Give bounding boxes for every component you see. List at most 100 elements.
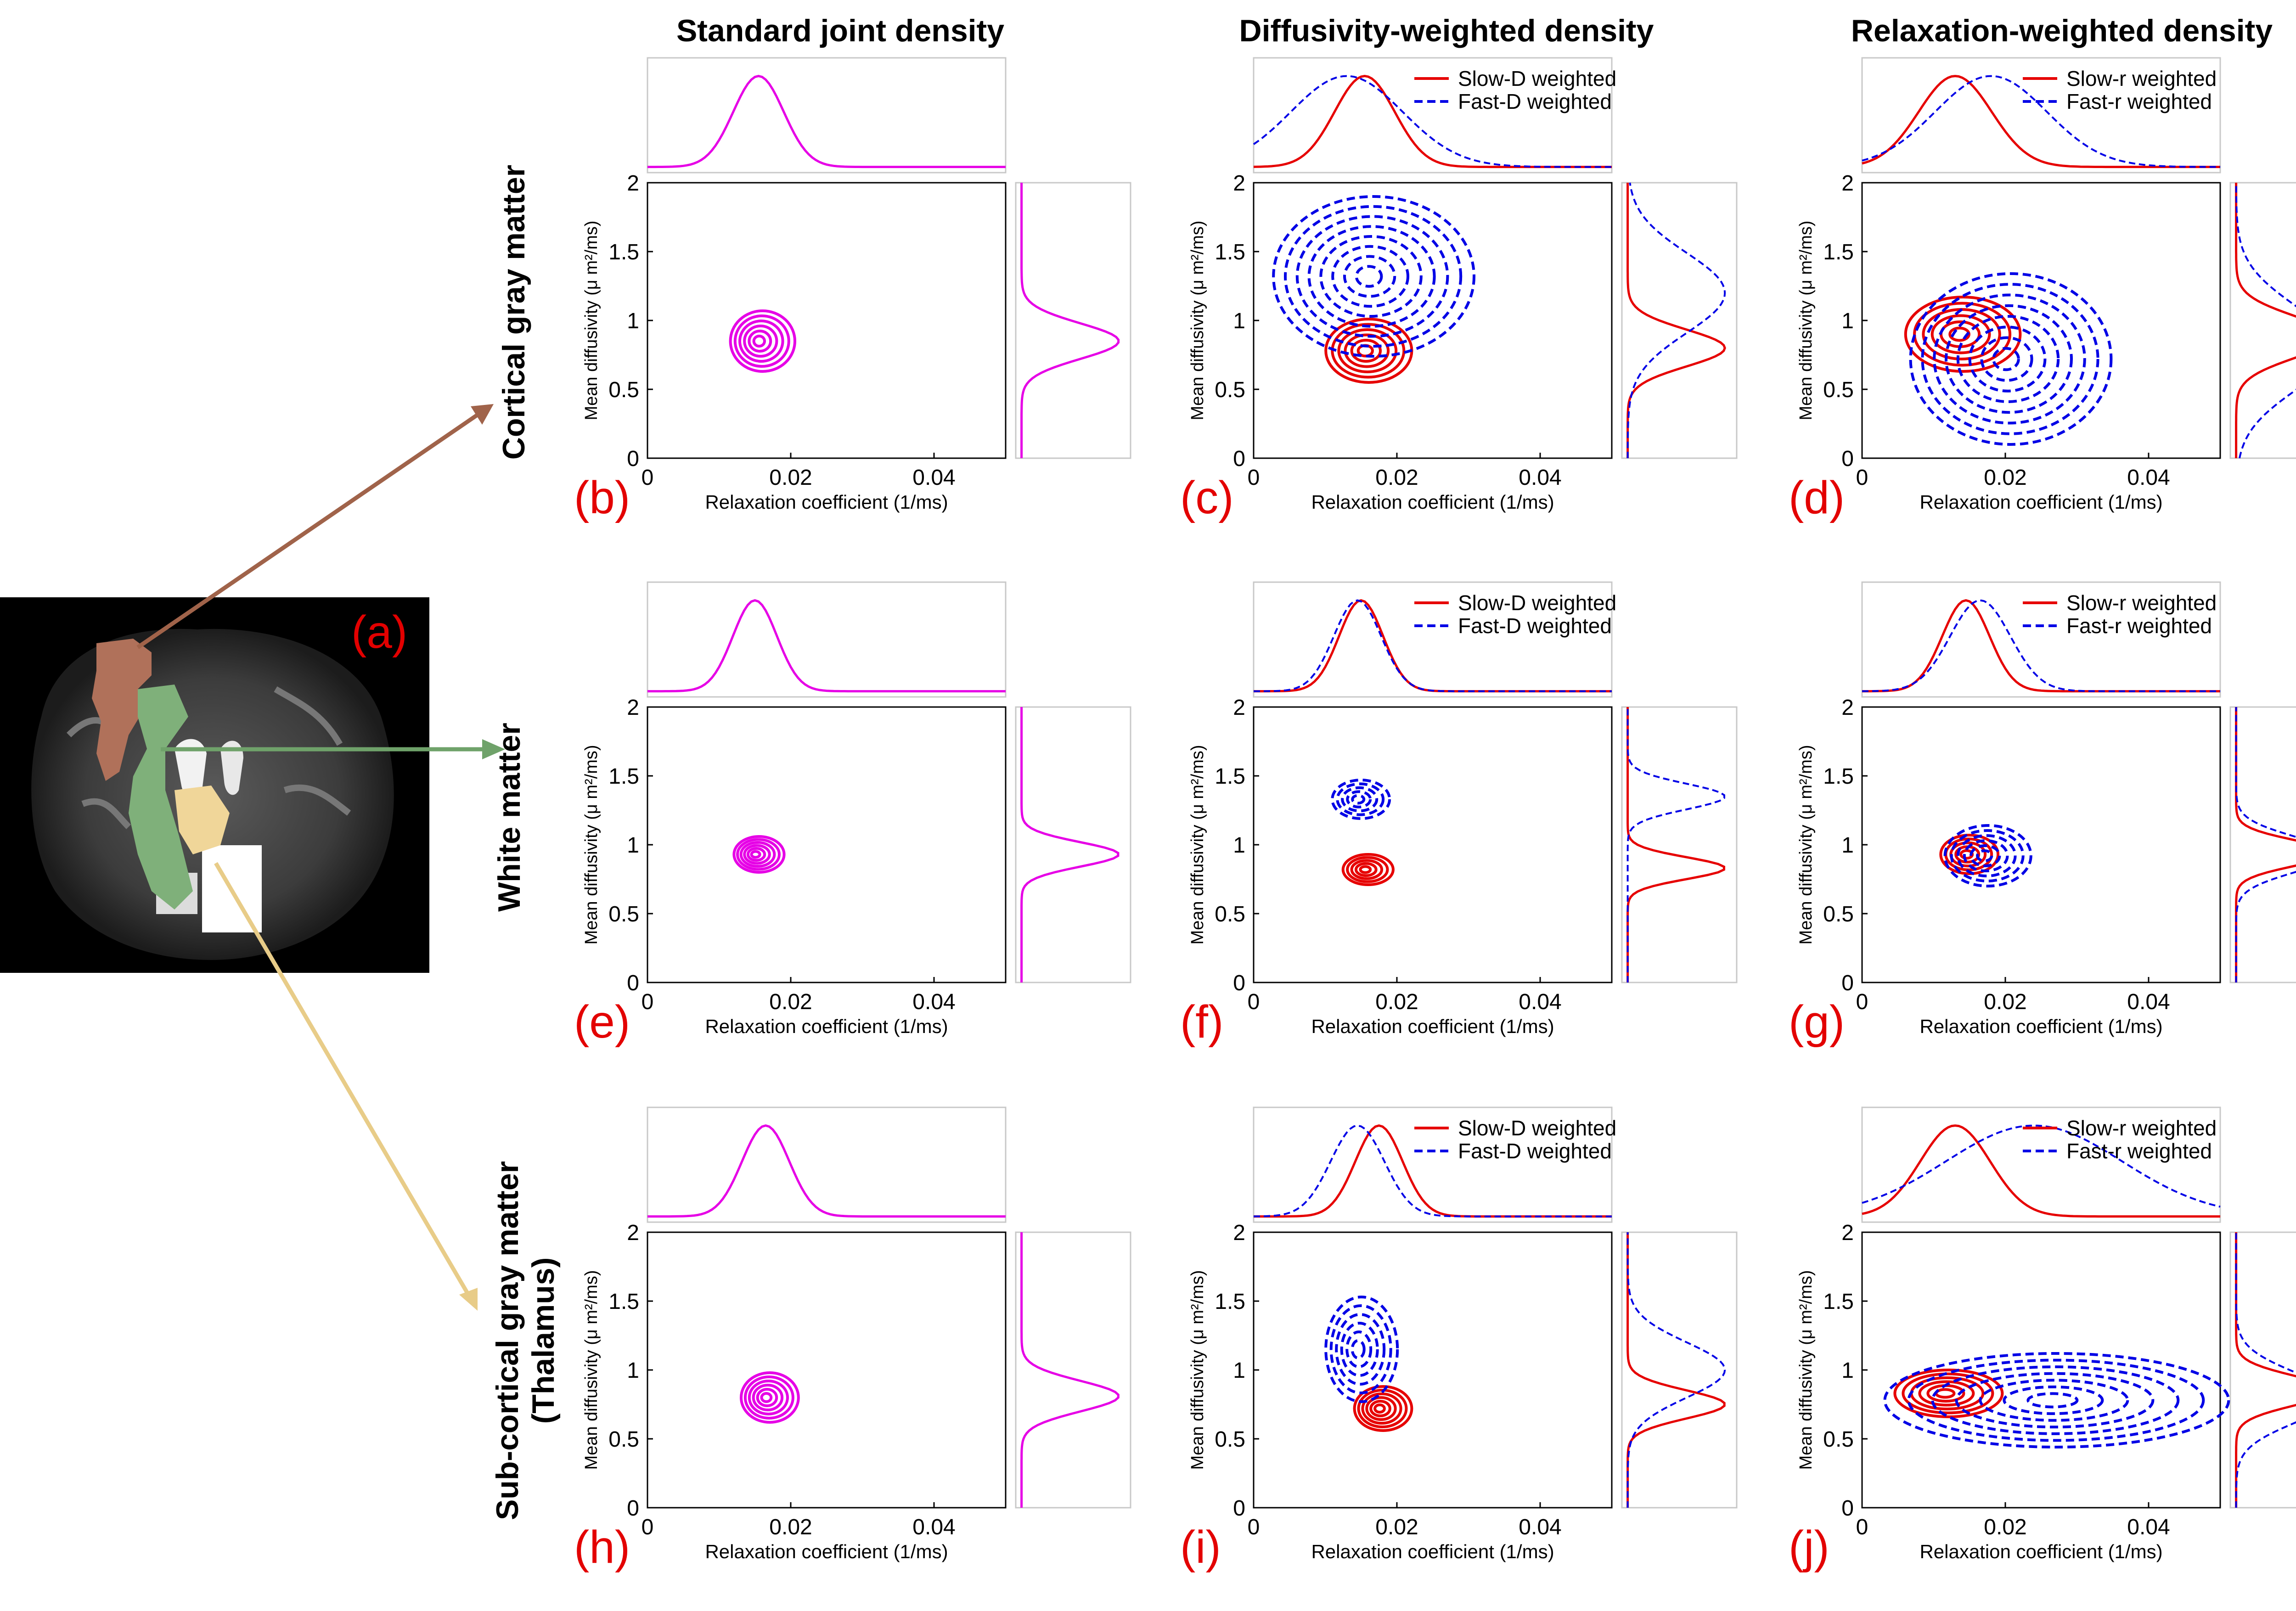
main-axes-box — [1861, 182, 2221, 459]
right-marginal-box — [2229, 1231, 2296, 1509]
x-axis-label: Relaxation coefficient (1/ms) — [1919, 491, 2162, 513]
x-tick-label: 0.02 — [769, 990, 812, 1014]
y-tick-label: 0.5 — [608, 1427, 639, 1452]
thalamus-region — [174, 786, 230, 854]
contour-level — [1979, 1379, 2129, 1422]
x-axis-label: Relaxation coefficient (1/ms) — [1919, 1016, 2162, 1037]
contour-level — [752, 335, 766, 348]
top-marginal-curve — [1254, 1124, 1612, 1218]
right-marginal-curve — [1626, 183, 1726, 458]
main-axes-box — [647, 1231, 1007, 1509]
y-axis-label: Mean diffusivity (μ m²/ms) — [1796, 1270, 1816, 1470]
contour-level — [733, 314, 790, 368]
right-marginal-box — [1621, 1231, 1738, 1509]
top-marginal-box — [1253, 581, 1613, 698]
contour-level — [1883, 1352, 2230, 1448]
series-fast-r-weighted — [1862, 1124, 2296, 1508]
right-marginal-box — [2229, 706, 2296, 983]
top-marginal-box — [1861, 1106, 2221, 1223]
y-tick-label: 1 — [1233, 1358, 1245, 1383]
y-tick-label: 0 — [1233, 971, 1245, 995]
y-tick-label: 2 — [627, 171, 639, 196]
y-tick-label: 1 — [1233, 309, 1245, 333]
contour-level — [1341, 853, 1395, 886]
series-fast-d-weighted — [1253, 1124, 1726, 1508]
x-tick-label: 0.04 — [2127, 466, 2170, 490]
right-marginal-curve — [1020, 1232, 1120, 1508]
legend-label: Slow-D weighted — [1458, 591, 1616, 615]
top-marginal-box — [1253, 57, 1613, 174]
legend-label: Fast-r weighted — [2066, 90, 2212, 113]
x-tick-label: 0 — [1856, 990, 1868, 1014]
y-tick-label: 0.5 — [608, 902, 639, 926]
top-marginal-box — [647, 57, 1007, 174]
x-tick-label: 0.02 — [1984, 1515, 2026, 1539]
contour-level — [1369, 1400, 1391, 1417]
panel-j: 0 0.02 0.04 0 0.5 1 1.5 2 Relaxation coefficient… — [1789, 1106, 2296, 1573]
contour-level — [1345, 1330, 1373, 1368]
legend-label: Fast-D weighted — [1458, 614, 1612, 638]
contour-level — [739, 841, 776, 868]
right-marginal-curve — [1626, 1232, 1726, 1508]
x-tick-label: 0.02 — [1375, 990, 1418, 1014]
y-tick-label: 0.5 — [1823, 902, 1854, 926]
y-tick-label: 1 — [1841, 833, 1854, 858]
contour-level — [1373, 1403, 1386, 1414]
right-marginal-curve — [2235, 183, 2296, 459]
contour-level — [1354, 862, 1378, 877]
contour-level — [1284, 205, 1463, 348]
contour-level — [1340, 1322, 1379, 1377]
y-tick-label: 1 — [1841, 309, 1854, 333]
series-density — [647, 75, 1120, 458]
top-marginal-box — [1253, 1106, 1613, 1223]
y-tick-label: 1.5 — [1823, 764, 1854, 789]
series-slow-d-weighted — [1253, 75, 1726, 458]
y-tick-label: 0 — [627, 447, 639, 471]
contour-level — [1341, 786, 1379, 813]
top-marginal-curve — [1253, 75, 1612, 168]
contour-level — [1331, 245, 1410, 308]
contour-level — [1353, 1385, 1413, 1432]
right-marginal-curve — [1626, 707, 1725, 982]
panel-letter: (c) — [1180, 472, 1234, 523]
contour-level — [748, 330, 772, 353]
contour-level — [1272, 195, 1476, 358]
contour-level — [1355, 265, 1383, 288]
y-tick-label: 1 — [627, 309, 639, 333]
contour-level — [1331, 323, 1406, 379]
x-tick-label: 0.04 — [1519, 466, 1561, 490]
right-marginal-curve — [2235, 183, 2296, 458]
x-tick-label: 0.04 — [2127, 990, 2170, 1014]
contour-level — [756, 1388, 778, 1407]
main-axes-box — [647, 182, 1007, 459]
x-axis-label: Relaxation coefficient (1/ms) — [1311, 491, 1554, 513]
y-tick-label: 2 — [1841, 696, 1854, 720]
panel-letter: (i) — [1180, 1521, 1221, 1573]
y-tick-label: 0 — [1841, 447, 1854, 471]
column-title-relaxation: Relaxation-weighted density — [1851, 13, 2273, 48]
contour-level — [1956, 834, 2017, 877]
contour-level — [1319, 235, 1423, 318]
right-marginal-box — [1621, 182, 1738, 459]
panel-letter: (j) — [1789, 1521, 1829, 1573]
legend-label: Fast-r weighted — [2066, 1139, 2212, 1163]
x-tick-label: 0 — [1248, 1515, 1260, 1539]
y-axis-label: Mean diffusivity (μ m²/ms) — [1188, 745, 1207, 944]
contour-level — [1324, 1296, 1399, 1403]
panel-b: 0 0.02 0.04 0 0.5 1 1.5 2 Relaxation coefficient… — [574, 57, 1131, 523]
panel-letter: (b) — [574, 472, 630, 523]
right-marginal-curve — [1626, 707, 1725, 982]
x-tick-label: 0.04 — [1519, 1515, 1561, 1539]
series-fast-d-weighted — [1253, 75, 1726, 459]
y-tick-label: 1 — [1233, 833, 1245, 858]
contour-level — [1344, 333, 1390, 368]
top-marginal-curve — [1253, 75, 1612, 168]
x-tick-label: 0.04 — [912, 990, 955, 1014]
y-tick-label: 1.5 — [608, 240, 639, 264]
x-tick-label: 0.02 — [1375, 1515, 1418, 1539]
contour-level — [748, 1380, 789, 1415]
x-tick-label: 0.02 — [1984, 990, 2026, 1014]
x-tick-label: 0.02 — [1984, 466, 2026, 490]
legend-label: Slow-r weighted — [2066, 591, 2217, 615]
